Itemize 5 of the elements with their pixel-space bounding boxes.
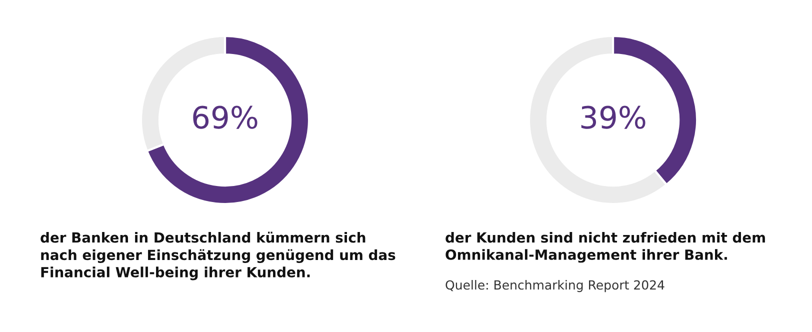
data-label: 69% — [193, 106, 258, 129]
text: der Kunden sind nicht zufrieden mit dem Omnikanal-Management ihrer Bank. — [446, 232, 765, 263]
text: der Banken in Deutschland kümmern sich nach eigener Einschätzung genügend um das Financial Well-being ihrer Kunden. — [40, 232, 396, 280]
source-note: Quelle: Benchmarking Report 2024 — [446, 280, 664, 292]
data-label: 39% — [581, 106, 646, 129]
